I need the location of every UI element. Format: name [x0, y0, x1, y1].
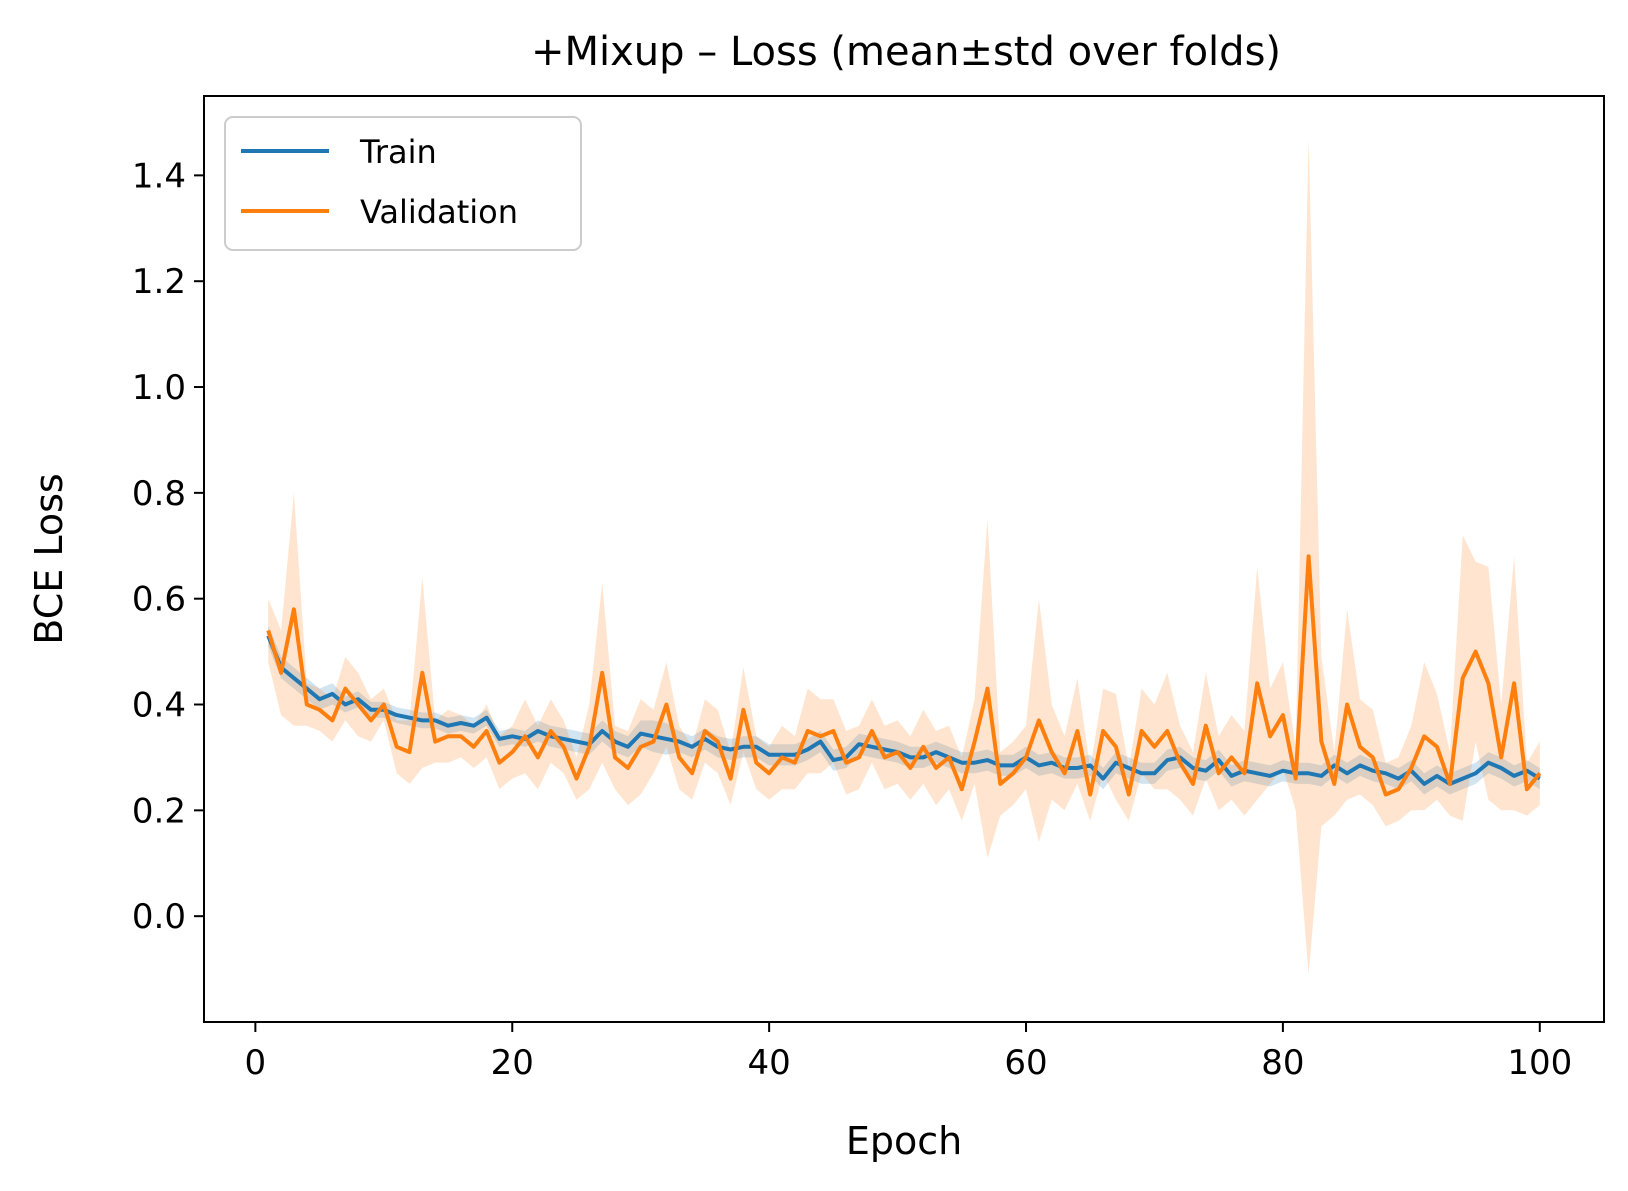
- x-tick-label: 20: [491, 1043, 534, 1083]
- y-tick-label: 1.4: [132, 156, 186, 196]
- x-tick-label: 60: [1004, 1043, 1047, 1083]
- y-tick-label: 0.2: [132, 791, 186, 831]
- chart-title: +Mixup – Loss (mean±std over folds): [531, 29, 1281, 75]
- y-tick-label: 1.2: [132, 262, 186, 302]
- y-tick-label: 0.8: [132, 474, 186, 514]
- x-tick-label: 0: [245, 1043, 267, 1083]
- legend-label-train: Train: [359, 133, 437, 171]
- x-tick-label: 100: [1507, 1043, 1572, 1083]
- series-line-train: [266, 634, 1541, 786]
- plot-frame: [203, 95, 1605, 1023]
- y-tick-label: 0.4: [132, 686, 186, 726]
- series-line-validation: [266, 554, 1542, 797]
- y-axis-ticks: 0.0 0.2 0.4 0.6 0.8 1.0 1.2 1.4: [132, 156, 204, 937]
- mean-lines: [266, 554, 1542, 797]
- x-axis-label: Epoch: [846, 1119, 962, 1163]
- x-tick-label: 80: [1261, 1043, 1304, 1083]
- x-tick-label: 40: [748, 1043, 791, 1083]
- x-axis-ticks: 0 20 40 60 80 100: [245, 1022, 1572, 1083]
- y-axis-label: BCE Loss: [27, 473, 71, 644]
- y-tick-label: 1.0: [132, 368, 186, 408]
- y-tick-label: 0.6: [132, 580, 186, 620]
- legend: Train Validation: [224, 116, 582, 251]
- y-tick-label: 0.0: [132, 897, 186, 937]
- legend-label-validation: Validation: [360, 193, 518, 231]
